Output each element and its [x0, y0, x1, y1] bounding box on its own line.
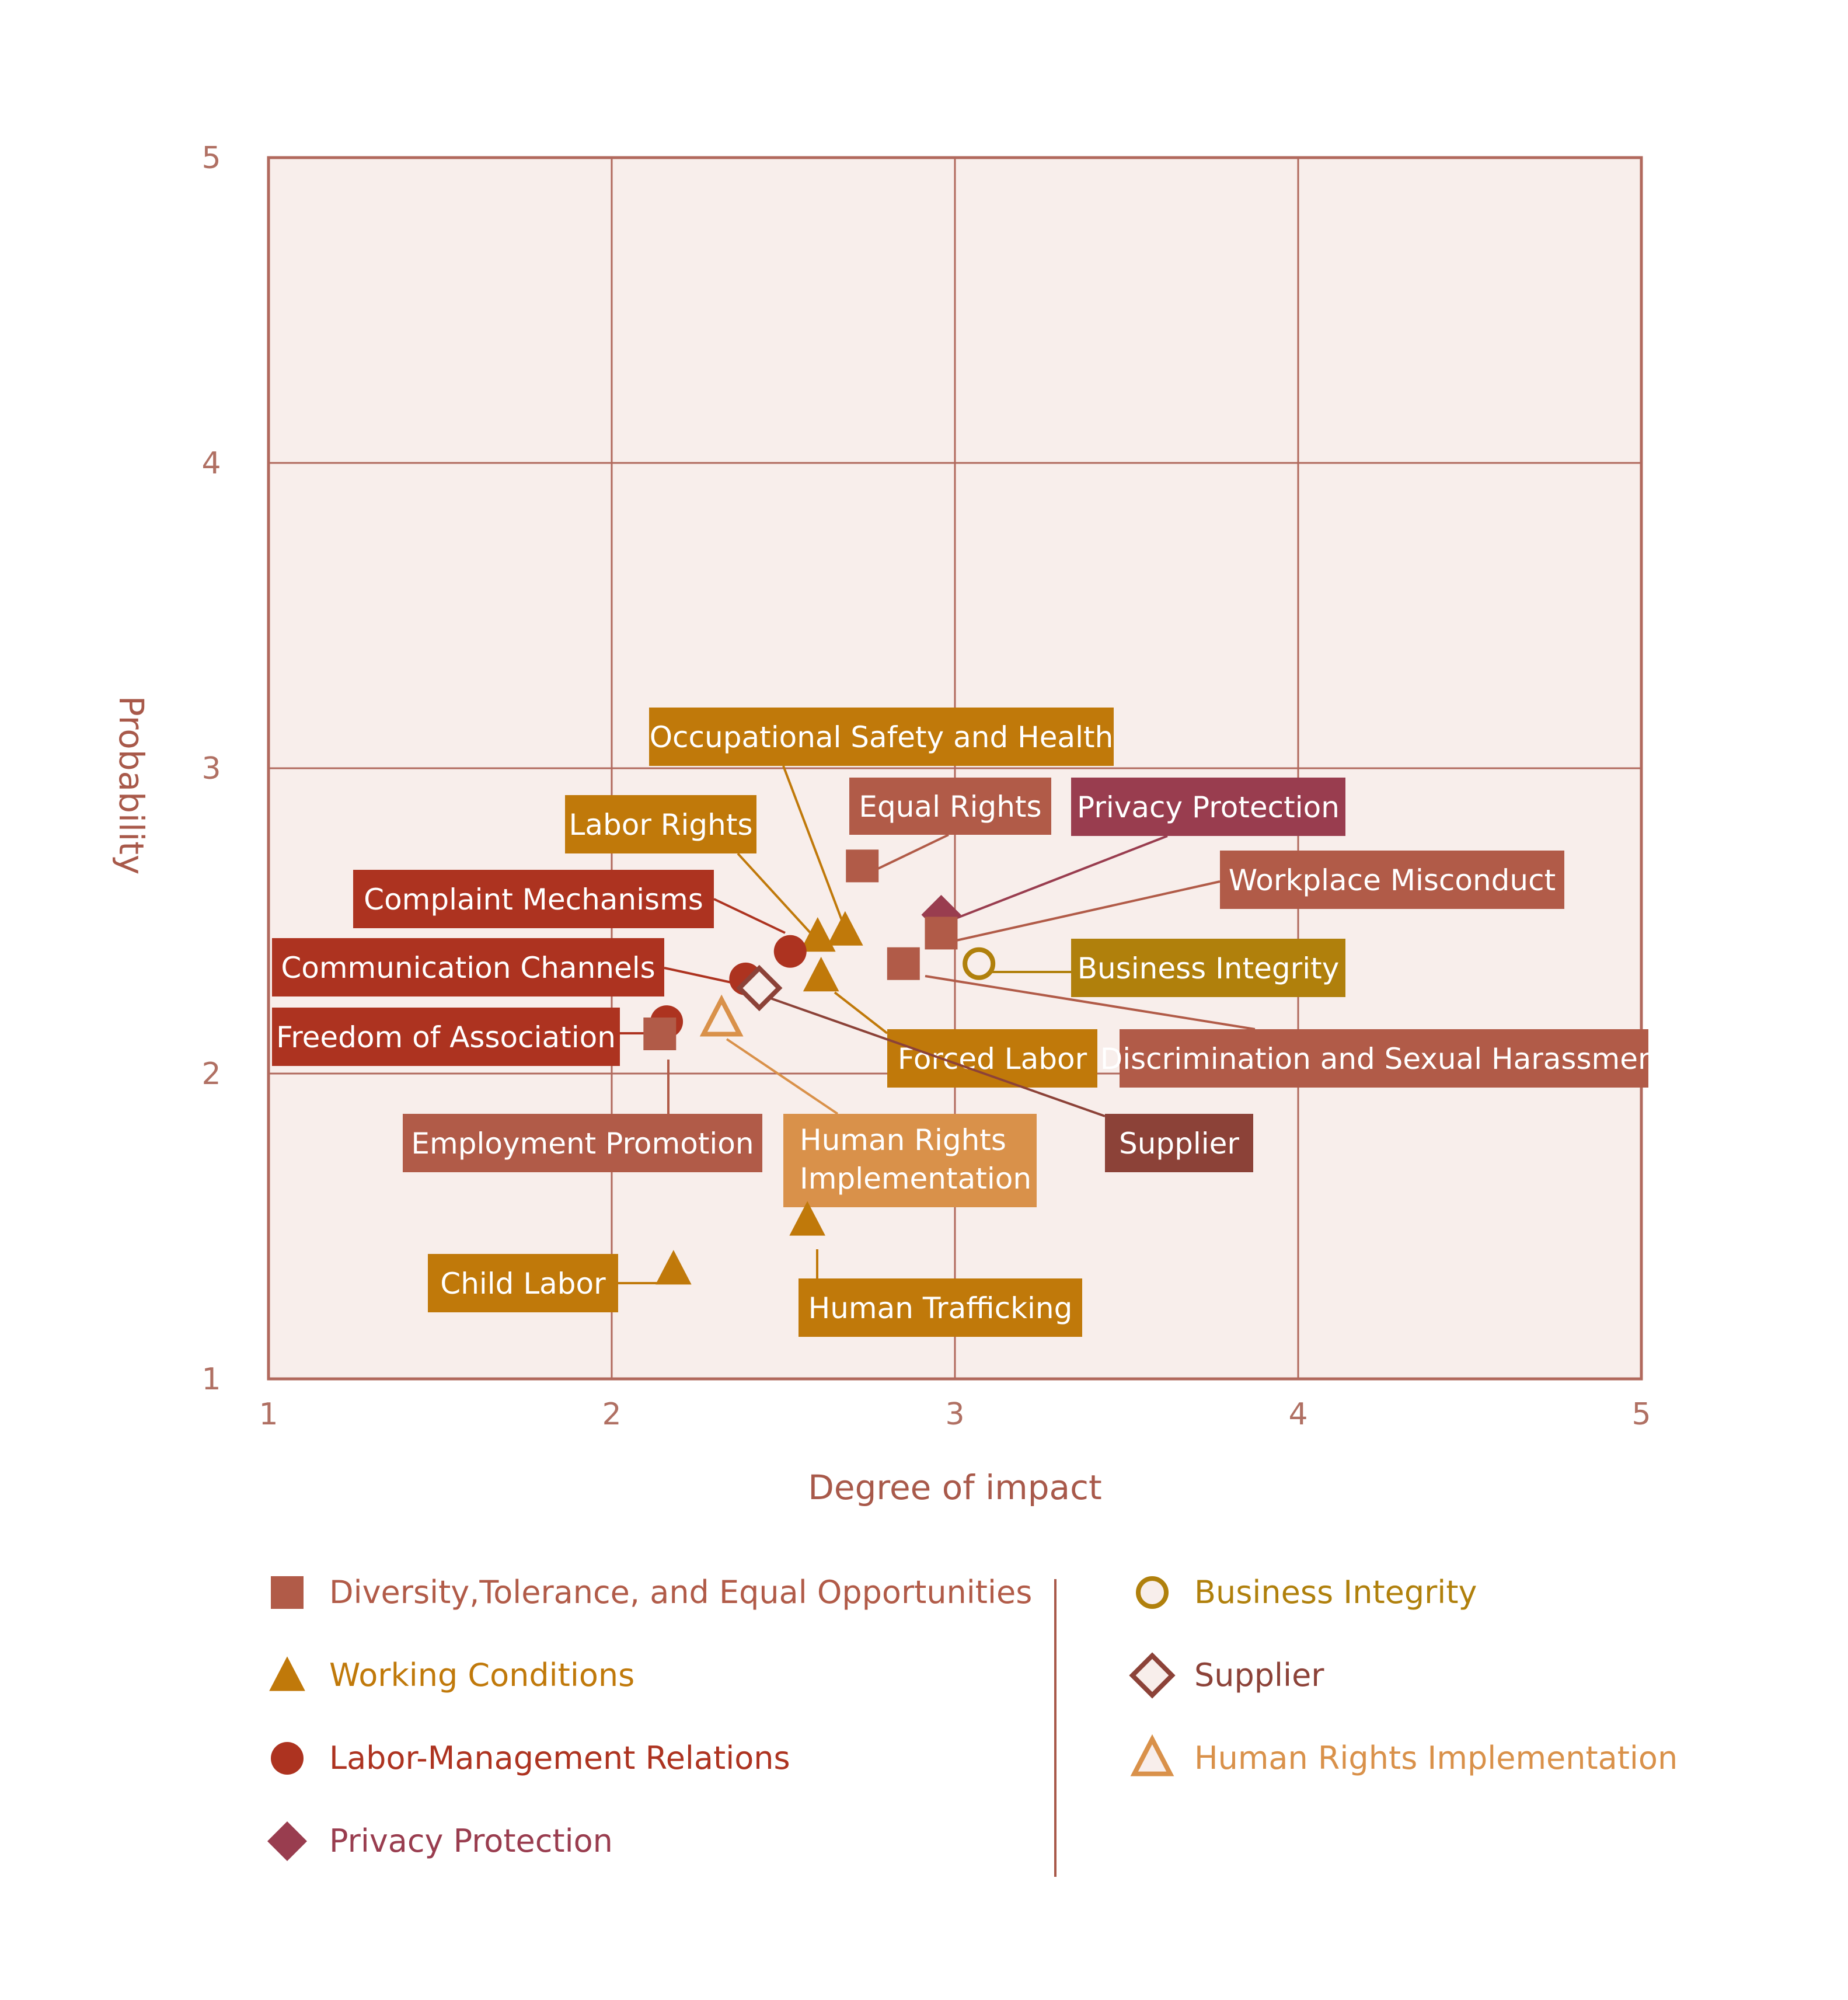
label-box	[272, 1008, 620, 1066]
data-label-line: Implementation	[800, 1162, 1031, 1196]
label-box	[799, 1278, 1082, 1337]
data-point	[925, 917, 958, 950]
data-label: Human Trafficking	[808, 1291, 1073, 1325]
data-label: Communication Channels	[281, 951, 655, 985]
x-tick-label: 1	[259, 1397, 278, 1432]
x-tick-label: 4	[1288, 1397, 1307, 1432]
data-point	[887, 947, 920, 980]
label-box	[849, 778, 1051, 835]
data-point	[773, 935, 807, 968]
legend-marker	[267, 1821, 307, 1861]
leader-line	[948, 880, 1221, 943]
label-box	[403, 1114, 762, 1172]
label-box	[428, 1254, 618, 1312]
data-label: Employment Promotion	[411, 1127, 754, 1161]
data-point	[655, 1250, 692, 1285]
leader-line	[726, 1038, 839, 1115]
y-tick-label: 1	[201, 1362, 221, 1397]
data-label: Child Labor	[440, 1267, 606, 1301]
leader-line	[948, 835, 1168, 922]
data-point	[643, 1018, 677, 1051]
y-tick-label: 3	[201, 751, 221, 786]
data-point	[827, 911, 863, 946]
x-tick-label: 2	[602, 1397, 621, 1432]
data-label-line: Human Rights	[800, 1123, 1006, 1157]
data-point	[736, 964, 783, 1012]
data-label: Occupational Safety and Health	[650, 720, 1114, 754]
data-points	[643, 849, 996, 1285]
data-label: Business Integrity	[1078, 952, 1340, 985]
leader-line	[770, 997, 1106, 1117]
legend-label: Working Conditions	[329, 1657, 634, 1694]
label-box	[783, 1114, 1037, 1207]
leader-line	[737, 852, 814, 936]
data-label: Supplier	[1119, 1127, 1239, 1161]
data-label: Human Rights Implementation	[800, 1123, 1031, 1196]
data-label: Complaint Mechanisms	[364, 883, 703, 917]
legend-marker	[271, 1742, 304, 1775]
label-box	[1071, 778, 1345, 836]
y-tick-label: 5	[201, 141, 221, 176]
leader-line	[875, 834, 949, 871]
data-label: Labor Rights	[569, 808, 753, 842]
data-label: Privacy Protection	[1077, 790, 1340, 824]
legend-marker	[269, 1656, 305, 1691]
legend-marker	[271, 1576, 304, 1609]
data-label: Discrimination and Sexual Harassment	[1100, 1042, 1668, 1076]
leader-line	[713, 898, 786, 934]
data-point	[803, 957, 839, 992]
legend-label: Human Rights Implementation	[1194, 1740, 1678, 1776]
data-label: Freedom of Association	[276, 1020, 616, 1054]
legend-label: Business Integrity	[1194, 1574, 1477, 1611]
data-point	[963, 947, 996, 980]
label-box	[1220, 851, 1564, 909]
legend-marker	[1129, 1652, 1176, 1699]
plot-border	[267, 156, 1643, 1381]
data-label: Forced Labor	[898, 1042, 1087, 1076]
legend-label: Labor-Management Relations	[329, 1740, 790, 1776]
legend-divider	[1054, 1579, 1057, 1877]
data-point	[846, 849, 879, 883]
data-label: Workplace Misconduct	[1229, 863, 1556, 897]
legend-label: Diversity,Tolerance, and Equal Opportuni…	[329, 1574, 1032, 1611]
leader-line	[782, 765, 850, 940]
data-point	[800, 917, 836, 952]
leader-line	[925, 975, 1256, 1030]
y-axis-title: Probability	[111, 696, 151, 875]
label-box	[1120, 1029, 1648, 1088]
data-label: Equal Rights	[859, 790, 1041, 824]
y-tick-label: 4	[201, 446, 221, 481]
data-point	[699, 994, 744, 1037]
x-tick-label: 3	[945, 1397, 964, 1432]
label-box	[272, 938, 664, 996]
data-point	[789, 1201, 825, 1236]
legend-label: Privacy Protection	[329, 1823, 613, 1859]
label-box	[649, 708, 1114, 766]
x-tick-label: 5	[1631, 1397, 1651, 1432]
y-tick-label: 2	[201, 1057, 221, 1092]
x-axis-title: Degree of impact	[808, 1468, 1101, 1507]
label-box	[887, 1029, 1097, 1088]
label-box	[1105, 1114, 1253, 1172]
legend-label: Supplier	[1194, 1657, 1324, 1694]
leader-line	[834, 991, 888, 1034]
label-box	[353, 870, 714, 928]
label-box	[1071, 939, 1345, 997]
legend-marker	[1136, 1576, 1169, 1609]
label-box	[565, 795, 756, 853]
legend-marker	[1130, 1734, 1174, 1776]
